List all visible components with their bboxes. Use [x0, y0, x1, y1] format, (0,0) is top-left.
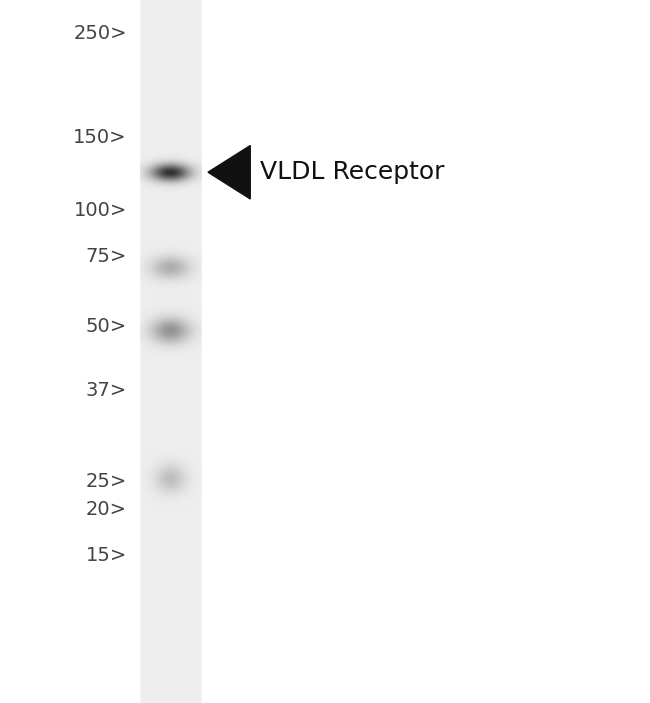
Text: 150>: 150>	[73, 127, 127, 147]
Text: 37>: 37>	[86, 380, 127, 400]
Text: 75>: 75>	[86, 247, 127, 266]
Text: VLDL Receptor: VLDL Receptor	[260, 160, 445, 184]
Polygon shape	[208, 146, 250, 199]
Text: 50>: 50>	[86, 317, 127, 337]
Text: 15>: 15>	[86, 546, 127, 565]
Text: 20>: 20>	[86, 500, 127, 520]
Text: 25>: 25>	[86, 472, 127, 491]
Text: 100>: 100>	[73, 201, 127, 221]
Text: 250>: 250>	[73, 24, 127, 44]
